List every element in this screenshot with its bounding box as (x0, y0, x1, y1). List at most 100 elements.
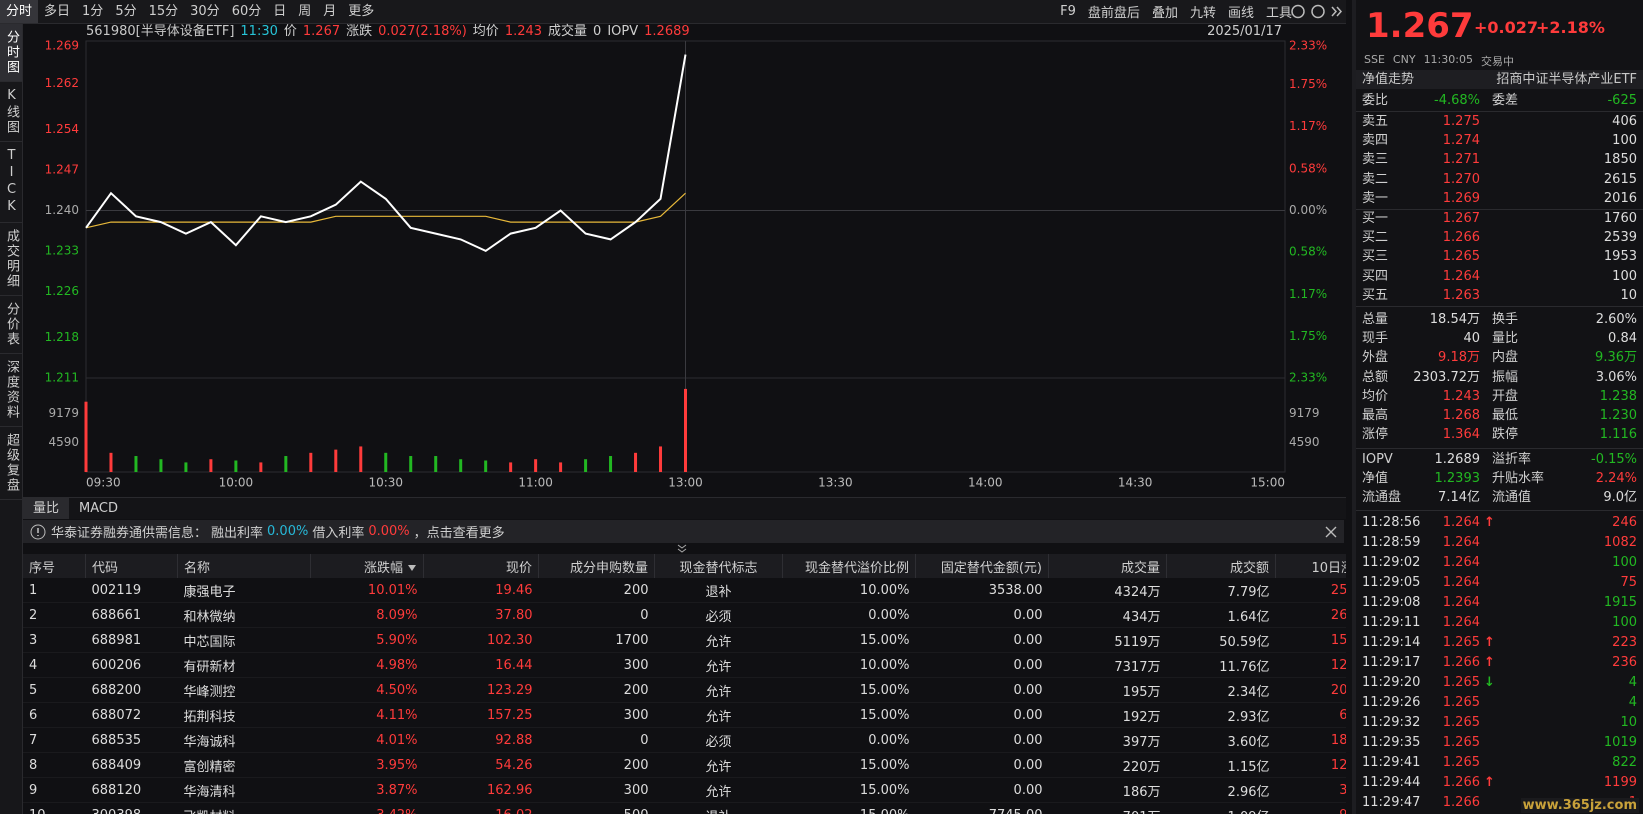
security-code: 561980[半导体设备ETF] (86, 24, 235, 39)
volume-bar (309, 452, 313, 472)
volume-bar (234, 460, 238, 472)
x-tick-label: 10:00 (219, 476, 254, 490)
toolbar-icons[interactable] (1286, 0, 1346, 23)
side-tab[interactable]: TICK (0, 142, 22, 223)
trade-volume: 1199 (1603, 775, 1637, 790)
table-cell: 康强电子 (177, 578, 311, 603)
table-cell: 20.75% (1275, 677, 1346, 703)
tool-button[interactable]: 盘前盘后 (1087, 6, 1140, 21)
table-row[interactable]: 4 600206 有研新材 4.98% 16.44 300 允许 10.00% 0.00 7317… (23, 652, 1346, 678)
period-tab[interactable]: 5分 (115, 4, 137, 19)
notice-source: 华泰证券融券通供需信息： (51, 526, 208, 541)
y2-tick-label: 1.17% (1289, 119, 1327, 133)
table-cell: 192万 (1048, 702, 1167, 728)
table-cell: 123.29 (423, 677, 539, 703)
indicator-tab[interactable]: MACD (79, 501, 118, 516)
trade-price: 1.265 (1442, 715, 1480, 730)
column-header[interactable]: 现金替代溢价比例 (782, 554, 916, 578)
tool-button[interactable]: F9 (1060, 4, 1076, 19)
period-tab[interactable]: 月 (323, 4, 337, 19)
tool-button[interactable]: 工具 (1265, 6, 1292, 21)
collapse-icon[interactable] (676, 544, 688, 554)
table-cell: 10.01% (310, 578, 424, 603)
close-icon[interactable] (1324, 525, 1338, 539)
notice-label: 融出利率 (211, 526, 264, 541)
period-tab[interactable]: 日 (273, 4, 287, 19)
column-header[interactable]: 涨跌幅 (310, 554, 424, 578)
table-row[interactable]: 5 688200 华峰测控 4.50% 123.29 200 允许 15.00% 0.00 195… (23, 677, 1346, 703)
order-row: 卖二 1.270 2615 (1356, 170, 1643, 189)
column-header[interactable]: 现金替代标志 (654, 554, 783, 578)
period-tab[interactable]: 1分 (82, 4, 104, 19)
side-tab[interactable]: 深度资料 (0, 354, 22, 427)
tool-button[interactable]: 叠加 (1151, 6, 1178, 21)
column-header[interactable]: 固定替代金额(元) (915, 554, 1049, 578)
table-cell: 必须 (654, 602, 783, 628)
column-header[interactable]: 名称 (177, 554, 311, 578)
table-row[interactable]: 2 688661 和林微纳 8.09% 37.80 0 必须 0.00% 0.00 434万 1.6… (23, 602, 1346, 628)
order-price: 1.274 (1442, 133, 1480, 149)
field-label: 外盘 (1362, 350, 1389, 366)
order-level: 买四 (1362, 268, 1389, 284)
table-cell: 0.00% (782, 602, 916, 628)
table-row[interactable]: 6 688072 拓荆科技 4.11% 157.25 300 允许 15.00% 0.00 192… (23, 702, 1346, 728)
column-header[interactable]: 成交量 (1048, 554, 1167, 578)
table-row[interactable]: 10300398飞凯材料3.42%16.02500退补15.00%7745.00… (23, 802, 1346, 814)
nav-tab[interactable]: 净值走势 (1362, 72, 1415, 87)
trade-row: 11:29:32 1.265 10 (1356, 713, 1643, 732)
field-value: 9.36万 (1595, 350, 1637, 366)
order-price: 1.269 (1442, 190, 1480, 206)
table-cell: 157.25 (423, 702, 539, 728)
side-tab[interactable]: 分时图 (0, 24, 22, 82)
label: 成交量 (548, 24, 588, 39)
period-tab[interactable]: 周 (298, 4, 312, 19)
side-tab[interactable]: 分价表 (0, 296, 22, 354)
period-tab[interactable]: 15分 (148, 4, 179, 19)
period-tab[interactable]: 30分 (190, 4, 220, 19)
side-tab[interactable]: 超级复盘 (0, 427, 22, 500)
volume-tick-label: 9179 (1289, 406, 1320, 420)
notice-bar[interactable]: 华泰证券融券通供需信息： 融出利率 0.00% 借入利率 0.00% ，点击查看… (23, 520, 1344, 543)
side-tab[interactable]: K线图 (0, 82, 22, 142)
table-row[interactable]: 8 688409 富创精密 3.95% 54.26 200 允许 15.00% 0.00 220万… (23, 752, 1346, 778)
column-header[interactable]: 10日涨跌幅 (1275, 554, 1346, 578)
trade-volume: 236 (1612, 655, 1637, 670)
period-tab[interactable]: 分时 (0, 0, 39, 23)
column-header[interactable]: 代码 (85, 554, 178, 578)
table-row[interactable]: 1 002119 康强电子 10.01% 19.46 200 退补 10.00% 3538.00… (23, 578, 1346, 603)
table-cell: 2.34亿 (1166, 677, 1276, 703)
column-header[interactable]: 序号 (23, 554, 86, 578)
trade-volume: 75 (1620, 575, 1637, 590)
trade-volume: 4 (1628, 695, 1637, 710)
volume-bar (484, 460, 488, 472)
column-header[interactable]: 成交额 (1166, 554, 1276, 578)
tool-button[interactable]: 九转 (1189, 6, 1216, 21)
column-header[interactable]: 现价 (423, 554, 539, 578)
quote-header: 561980[半导体设备ETF] 11:30 价 1.267 涨跌 0.027(… (86, 23, 690, 41)
indicator-tab[interactable]: 量比 (23, 498, 70, 519)
period-tab[interactable]: 多日 (44, 4, 71, 19)
table-row[interactable]: 7 688535 华海诚科 4.01% 92.88 0 必须 0.00% 0.00 397万 3.6… (23, 727, 1346, 753)
field-label: 净值 (1362, 471, 1389, 487)
order-volume: 1850 (1603, 152, 1637, 168)
table-cell: 15.00% (782, 777, 916, 803)
side-tabs: 分时图 K线图 TICK 成交明细 分价表 深度资料 超级复盘 (0, 24, 23, 814)
order-row: 买三 1.265 1953 (1356, 247, 1643, 266)
trade-time: 11:29:26 (1362, 695, 1421, 710)
tool-button[interactable]: 画线 (1227, 6, 1254, 21)
period-tab[interactable]: 更多 (348, 4, 375, 19)
trade-arrow: ↑ (1484, 515, 1495, 530)
table-row[interactable]: 9 688120 华海清科 3.87% 162.96 300 允许 15.00% 0.00 186… (23, 777, 1346, 803)
trade-row: 11:29:08 1.264 1915 (1356, 593, 1643, 612)
side-tab[interactable]: 成交明细 (0, 223, 22, 296)
notice-link[interactable]: ，点击查看更多 (413, 526, 505, 541)
period-tab[interactable]: 60分 (231, 4, 262, 19)
table-cell: 300 (538, 652, 655, 678)
table-cell: 2 (23, 602, 86, 628)
field-label: 量比 (1492, 331, 1519, 347)
column-header[interactable]: 成分申购数量 (538, 554, 655, 578)
table-row[interactable]: 3 688981 中芯国际 5.90% 102.30 1700 允许 15.00% 0.00 51… (23, 627, 1346, 653)
quote-row: 现手 40 量比 0.84 (1356, 329, 1643, 348)
indicator-tabs: 量比 MACD (23, 497, 1346, 519)
field-value: -625 (1607, 93, 1637, 108)
